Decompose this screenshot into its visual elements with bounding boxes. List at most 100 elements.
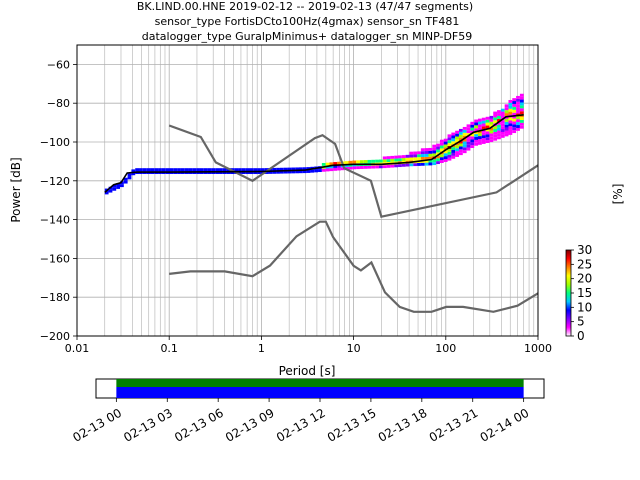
density-cell	[436, 143, 440, 147]
density-cell	[180, 168, 185, 172]
density-cell	[512, 115, 517, 119]
density-cell	[481, 129, 486, 133]
coverage-bar-upper	[116, 379, 524, 387]
density-cell	[314, 169, 319, 173]
time-tick-label: 02-13 03	[121, 406, 175, 445]
x-tick-label: 10	[347, 342, 361, 355]
density-cell	[508, 123, 513, 127]
density-cell	[470, 124, 475, 128]
density-cell	[340, 167, 345, 171]
density-cell	[325, 162, 330, 166]
density-cell	[478, 141, 482, 145]
density-cell	[348, 166, 353, 170]
density-cell	[493, 117, 498, 121]
density-cell	[401, 158, 406, 161]
density-cell	[344, 164, 349, 167]
density-cell	[253, 168, 258, 172]
density-cell	[443, 150, 448, 154]
density-cell	[447, 137, 452, 141]
density-cell	[519, 102, 524, 106]
density-cell	[283, 167, 288, 171]
density-cell	[352, 160, 357, 164]
density-cell	[474, 136, 479, 140]
density-cell	[466, 130, 471, 134]
density-cell	[493, 126, 498, 130]
density-cell	[458, 143, 463, 147]
density-cell	[291, 170, 296, 174]
density-cell	[443, 153, 448, 157]
density-cell	[447, 134, 452, 138]
density-cell	[519, 96, 524, 100]
density-cell	[485, 116, 490, 120]
density-cell	[485, 119, 490, 123]
density-cell	[226, 171, 231, 175]
density-cell	[500, 108, 505, 112]
density-cell	[394, 164, 399, 168]
x-tick-label: 0.01	[65, 342, 90, 355]
density-cell	[458, 128, 463, 132]
density-cell	[359, 166, 364, 169]
density-cell	[466, 144, 471, 148]
density-cell	[497, 133, 501, 137]
title-line-1: BK.LIND.00.HNE 2019-02-12 -- 2019-02-13 …	[137, 0, 473, 13]
density-cell	[207, 168, 212, 172]
density-cell	[504, 110, 509, 114]
y-axis-ticks: −200 −180 −160 −140 −120 −100 −80 −60	[40, 58, 77, 343]
density-cell	[420, 154, 425, 158]
density-cell	[424, 156, 429, 160]
density-cell	[481, 132, 486, 136]
density-cell	[489, 124, 494, 128]
density-cell	[276, 167, 280, 171]
density-cell	[458, 152, 463, 156]
density-cell	[455, 148, 459, 152]
density-cell	[165, 168, 170, 172]
density-cell	[249, 168, 254, 172]
plot-frame	[76, 44, 539, 337]
density-cell	[367, 165, 372, 169]
density-cell	[478, 133, 482, 137]
density-cell	[462, 141, 467, 145]
time-tick-label: 02-13 09	[223, 406, 277, 445]
density-cell	[451, 132, 456, 136]
time-tick-label: 02-13 15	[325, 406, 379, 445]
density-cell	[238, 171, 242, 175]
density-cell	[493, 111, 498, 115]
density-cell	[363, 165, 368, 169]
density-cell	[295, 170, 300, 174]
density-cell	[405, 163, 410, 167]
y-tick-label: −160	[40, 252, 70, 265]
density-cell	[485, 137, 490, 141]
density-cell	[382, 159, 387, 163]
density-cell	[474, 122, 479, 126]
density-cell	[455, 145, 459, 149]
density-cell	[481, 138, 486, 141]
density-cell	[398, 155, 402, 159]
density-cell	[512, 101, 517, 104]
density-cell	[264, 171, 269, 174]
density-cell	[420, 162, 425, 166]
density-cell	[432, 159, 437, 163]
density-cell	[375, 165, 379, 169]
density-cell	[508, 126, 513, 130]
density-cell	[367, 159, 372, 163]
colorbar-tick-label: 5	[577, 315, 585, 329]
colorbar-tick-label: 10	[577, 300, 592, 314]
density-cell	[177, 168, 181, 172]
density-cell	[436, 161, 440, 165]
density-cell	[512, 112, 517, 116]
density-cell	[447, 154, 452, 158]
density-cell	[432, 162, 437, 166]
density-cell	[504, 118, 509, 122]
density-cell	[222, 171, 227, 175]
density-cell	[516, 127, 520, 131]
density-cell	[443, 138, 448, 142]
density-cell	[508, 105, 513, 109]
time-tick-label: 02-13 06	[172, 406, 226, 445]
density-cell	[519, 117, 524, 120]
density-cell	[470, 139, 475, 143]
density-cell	[470, 121, 475, 125]
density-cell	[409, 154, 414, 158]
density-cell	[230, 171, 235, 175]
density-cell	[390, 158, 395, 162]
density-cell	[504, 127, 509, 131]
